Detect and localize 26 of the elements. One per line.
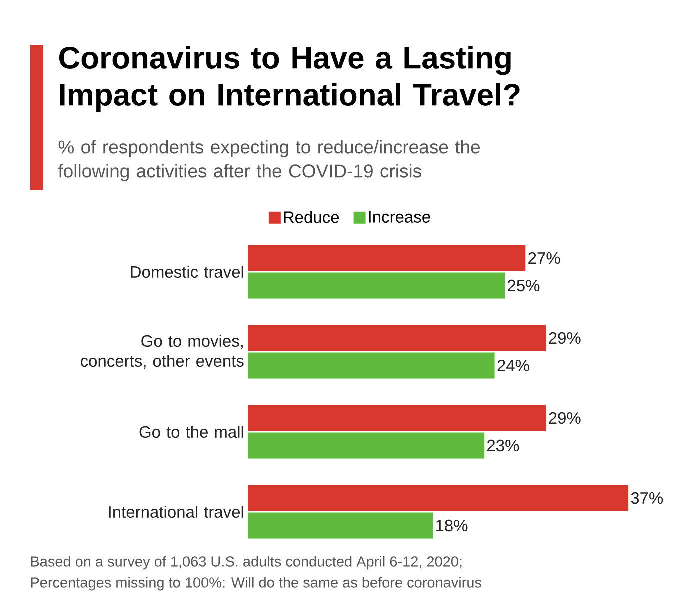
chart-subtitle: % of respondents expecting to reduce/increase the following activities after the COVID-19 crisis: [58, 140, 480, 182]
bar: [248, 272, 506, 299]
data-label: 37%: [631, 492, 664, 504]
bar: [248, 512, 434, 539]
bar: [248, 405, 546, 432]
legend-label: Increase: [369, 211, 430, 223]
y-tick-label: Go to the mall: [140, 426, 244, 438]
bar: [248, 325, 546, 352]
bar: [248, 245, 526, 272]
y-tick-label: Go to movies, concerts, other events: [81, 334, 244, 370]
data-label: 27%: [528, 252, 560, 264]
legend-label: Reduce: [284, 211, 340, 224]
y-tick-label: International travel: [109, 506, 244, 518]
data-label: 18%: [436, 520, 468, 532]
y-tick-label: Domestic travel: [131, 266, 244, 278]
data-label: 25%: [508, 280, 540, 292]
data-label: 24%: [498, 360, 530, 372]
text: Based on a survey of 1,063 U.S. adults conducted April 6-12, 2020;: [31, 556, 462, 570]
data-label: 29%: [549, 332, 581, 344]
text: Percentages missing to 100%: Will do the same as before coronavirus: [31, 577, 482, 591]
chart-title: Coronavirus to Have a Lasting Impact on International Travel?: [59, 46, 520, 112]
bar: [248, 352, 495, 379]
bar: [248, 432, 484, 459]
data-label: 29%: [549, 412, 581, 424]
data-label: 23%: [488, 440, 520, 452]
bar: [248, 485, 628, 512]
